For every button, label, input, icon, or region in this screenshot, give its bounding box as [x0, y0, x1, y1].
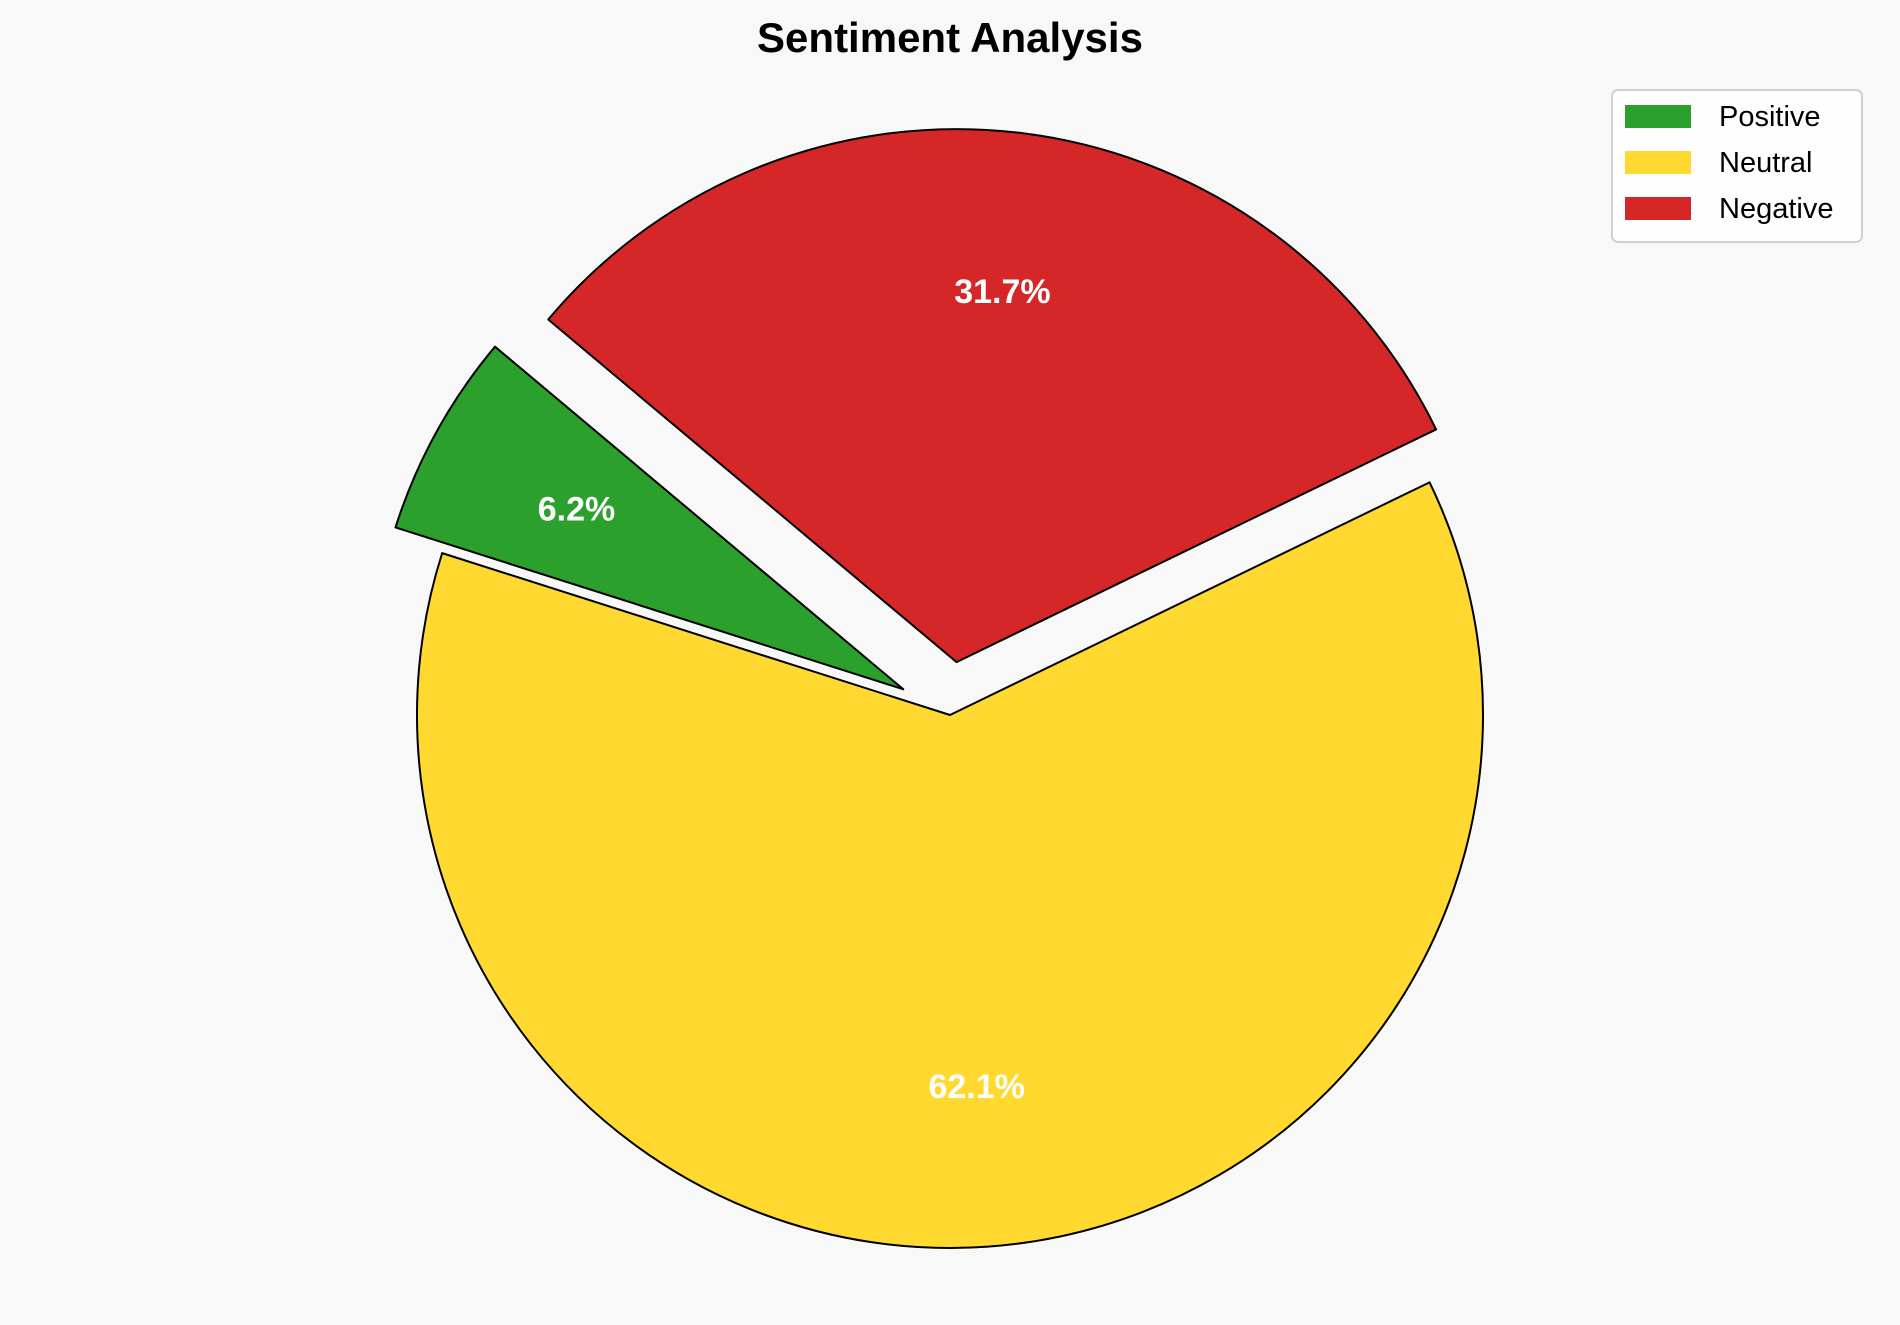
- legend-swatch-neutral: [1625, 151, 1691, 174]
- legend-label-positive: Positive: [1719, 101, 1821, 133]
- legend-swatch-positive: [1625, 105, 1691, 128]
- pie-label-negative: 31.7%: [954, 273, 1050, 311]
- pie-slices: [394, 128, 1484, 1249]
- pie-slice-positive: [394, 345, 905, 691]
- pie-slice-neutral: [416, 481, 1484, 1249]
- pie-labels: 6.2% 62.1% 31.7%: [538, 273, 1051, 1106]
- legend: Positive Neutral Negative: [1611, 89, 1863, 243]
- pie-label-positive: 6.2%: [538, 490, 616, 528]
- pie-label-neutral: 62.1%: [928, 1068, 1024, 1106]
- legend-label-negative: Negative: [1719, 193, 1833, 225]
- legend-swatch-negative: [1625, 197, 1691, 220]
- chart-title: Sentiment Analysis: [757, 14, 1143, 61]
- pie-slice-negative: [547, 128, 1438, 664]
- legend-label-neutral: Neutral: [1719, 147, 1813, 179]
